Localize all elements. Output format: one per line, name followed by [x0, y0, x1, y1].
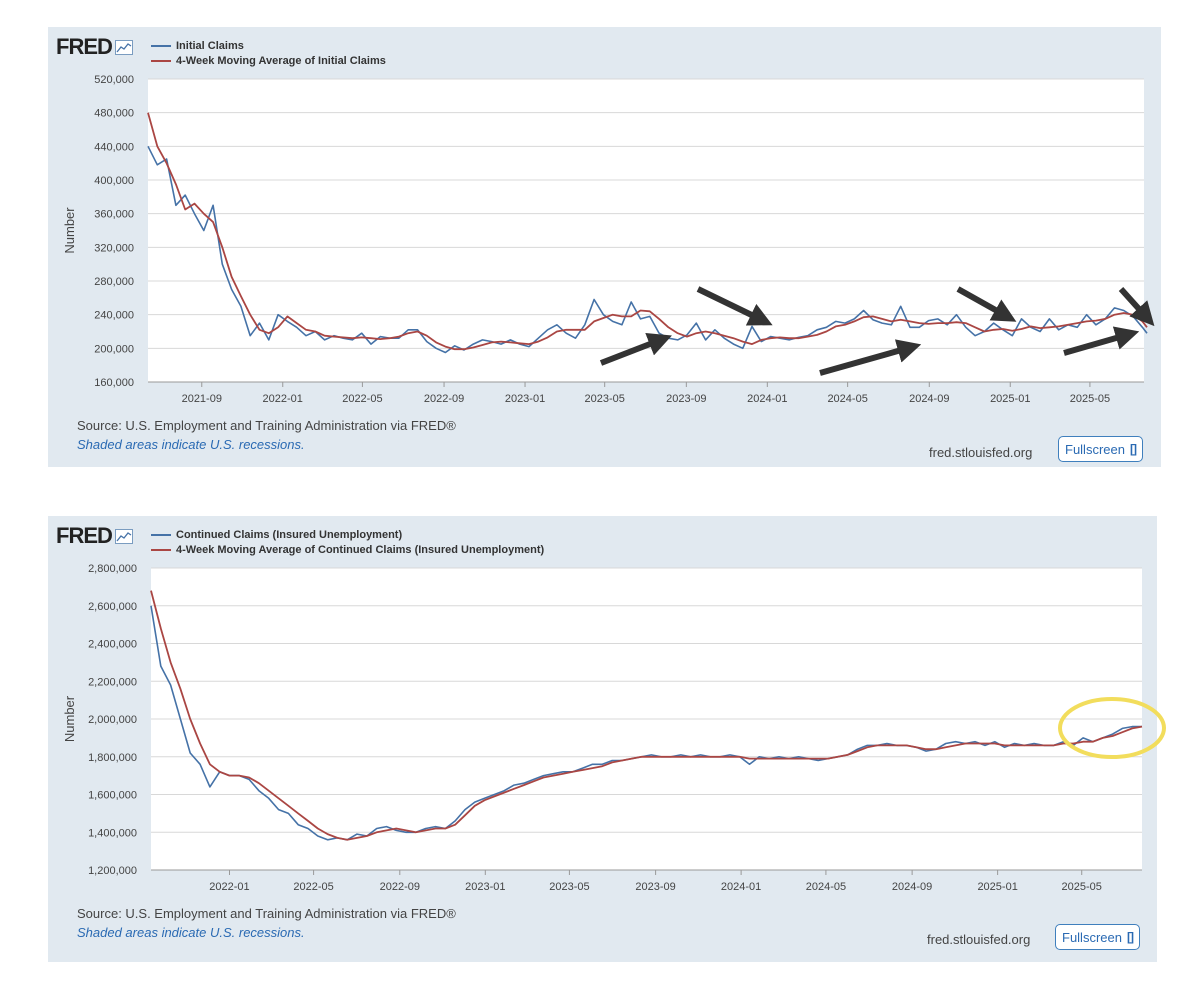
y-tick-label: 1,600,000 [88, 790, 137, 802]
x-tick-label: 2023-01 [505, 393, 545, 405]
fred-logo-text: FRED [56, 523, 113, 548]
annotation-arrow [819, 339, 922, 376]
x-tick-label: 2024-01 [721, 881, 761, 893]
legend-label: 4-Week Moving Average of Continued Claim… [176, 543, 545, 556]
y-axis-title: Number [62, 207, 77, 254]
legend-label: Continued Claims (Insured Unemployment) [176, 528, 403, 541]
legend-item-series-2: 4-Week Moving Average of Initial Claims [151, 53, 386, 68]
annotation-arrow [956, 286, 1017, 322]
fullscreen-icon: [ ] [1129, 442, 1137, 456]
x-tick-label: 2025-01 [990, 393, 1030, 405]
x-tick-label: 2022-01 [209, 881, 249, 893]
y-tick-label: 320,000 [94, 242, 134, 254]
y-tick-label: 2,400,000 [88, 639, 137, 651]
y-axis-title: Number [62, 695, 77, 742]
recession-note: Shaded areas indicate U.S. recessions. [77, 437, 305, 452]
y-tick-label: 240,000 [94, 310, 134, 322]
x-tick-label: 2023-09 [635, 881, 675, 893]
y-tick-label: 400,000 [94, 175, 134, 187]
y-tick-label: 1,400,000 [88, 827, 137, 839]
y-tick-label: 2,800,000 [88, 563, 137, 575]
line-chart-continued-claims: 2,800,000 2,600,000 2,400,000 2,200,000 2,00… [62, 563, 1166, 893]
y-tick-label: 2,200,000 [88, 676, 137, 688]
y-tick-label: 440,000 [94, 141, 134, 153]
x-tick-label: 2024-09 [909, 393, 949, 405]
series-line-2 [147, 112, 1148, 351]
source-note: Source: U.S. Employment and Training Adm… [77, 418, 456, 433]
legend-swatch-blue [151, 44, 171, 47]
line-chart-initial-claims: 520,000 480,000 440,000 400,000 360,000 320,0… [62, 74, 1155, 405]
plot-area [148, 79, 1144, 382]
y-tick-label: 360,000 [94, 209, 134, 221]
legend-item-series-2: 4-Week Moving Average of Continued Claim… [151, 542, 544, 557]
chart-panel-continued-claims: FRED Continued Claims (Insured Unemploym… [48, 516, 1166, 962]
x-tick-label: 2025-05 [1062, 881, 1102, 893]
x-tick-label: 2024-05 [806, 881, 846, 893]
x-tick-label: 2023-09 [666, 393, 706, 405]
x-tick-label: 2023-05 [549, 881, 589, 893]
legend-swatch-red [151, 548, 171, 551]
x-tick-label: 2023-05 [584, 393, 624, 405]
y-tick-label: 160,000 [94, 377, 134, 389]
highlight-ellipse [1058, 697, 1166, 759]
x-tick-label: 2025-05 [1070, 393, 1110, 405]
y-tick-label: 2,000,000 [88, 714, 137, 726]
legend-label: Initial Claims [176, 39, 244, 52]
x-tick-label: 2023-01 [465, 881, 505, 893]
chart-panel-initial-claims: FRED Initial Claims 4-Week Moving Averag… [48, 27, 1161, 467]
y-tick-label: 1,200,000 [88, 865, 137, 877]
site-link[interactable]: fred.stlouisfed.org [929, 445, 1033, 460]
annotation-arrow [599, 333, 672, 366]
x-tick-label: 2024-09 [892, 881, 932, 893]
x-tick-label: 2022-09 [380, 881, 420, 893]
x-tick-label: 2021-09 [182, 393, 222, 405]
legend-item-series-1: Initial Claims [151, 38, 386, 53]
fred-graph-icon [114, 528, 133, 544]
x-tick-label: 2022-09 [424, 393, 464, 405]
fred-logo[interactable]: FRED [56, 523, 133, 549]
y-tick-label: 280,000 [94, 276, 134, 288]
chart-legend: Initial Claims 4-Week Moving Average of … [151, 38, 386, 68]
fred-graph-icon [114, 39, 133, 55]
x-tick-label: 2024-05 [827, 393, 867, 405]
y-tick-label: 2,600,000 [88, 601, 137, 613]
annotation-arrow [1063, 326, 1140, 356]
fullscreen-label: Fullscreen [1062, 929, 1122, 945]
series-line-1 [150, 605, 1142, 841]
legend-swatch-blue [151, 533, 171, 536]
y-tick-label: 200,000 [94, 343, 134, 355]
source-note: Source: U.S. Employment and Training Adm… [77, 906, 456, 921]
series-line-2 [150, 590, 1143, 841]
y-tick-label: 1,800,000 [88, 752, 137, 764]
x-tick-label: 2022-05 [293, 881, 333, 893]
legend-label: 4-Week Moving Average of Initial Claims [176, 54, 386, 67]
fred-logo[interactable]: FRED [56, 34, 133, 60]
x-tick-label: 2025-01 [977, 881, 1017, 893]
x-tick-label: 2022-05 [342, 393, 382, 405]
fullscreen-button[interactable]: Fullscreen [ ] [1055, 924, 1140, 950]
chart-legend: Continued Claims (Insured Unemployment) … [151, 527, 544, 557]
recession-note: Shaded areas indicate U.S. recessions. [77, 925, 305, 940]
fullscreen-icon: [ ] [1126, 930, 1134, 944]
annotation-arrow [1118, 286, 1155, 327]
site-link[interactable]: fred.stlouisfed.org [927, 932, 1031, 947]
legend-swatch-red [151, 59, 171, 62]
y-tick-label: 520,000 [94, 74, 134, 86]
legend-item-series-1: Continued Claims (Insured Unemployment) [151, 527, 544, 542]
fred-logo-text: FRED [56, 34, 113, 59]
x-tick-label: 2022-01 [263, 393, 303, 405]
fullscreen-button[interactable]: Fullscreen [ ] [1058, 436, 1143, 462]
y-tick-label: 480,000 [94, 108, 134, 120]
fullscreen-label: Fullscreen [1065, 441, 1125, 457]
x-tick-label: 2024-01 [747, 393, 787, 405]
annotation-arrow [696, 286, 773, 326]
